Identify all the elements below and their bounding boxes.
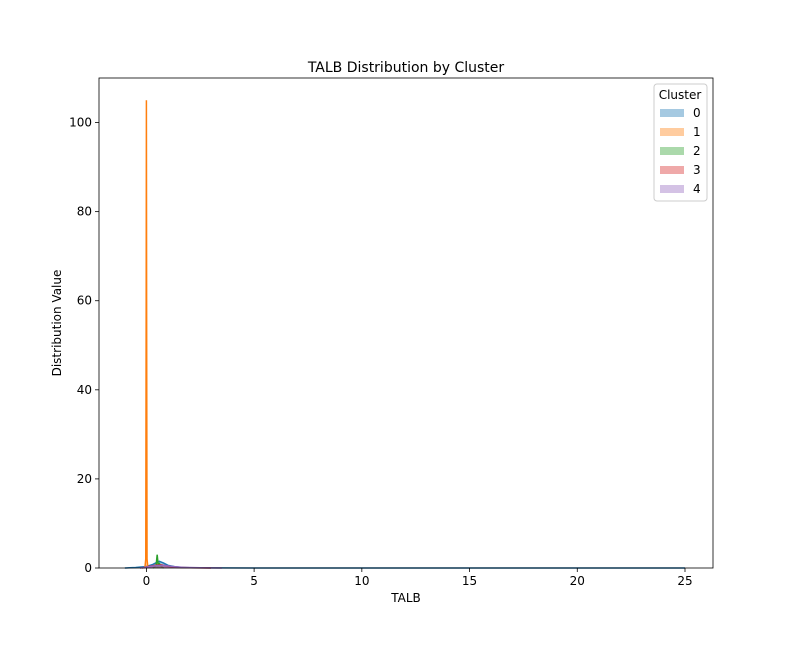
y-axis-label: Distribution Value — [50, 270, 64, 377]
x-tick-label: 20 — [570, 574, 585, 588]
legend-swatch — [660, 166, 684, 174]
x-tick-label: 25 — [677, 574, 692, 588]
series-1 — [144, 100, 149, 569]
series-1-line — [144, 100, 149, 569]
legend-item-0: 0 — [660, 106, 701, 120]
legend-label: 1 — [693, 125, 701, 139]
x-tick-label: 10 — [354, 574, 369, 588]
x-tick-label: 5 — [250, 574, 258, 588]
plot-area — [98, 77, 714, 569]
plot-background — [99, 78, 713, 568]
x-axis-ticks: 0 5 10 15 20 25 — [143, 568, 693, 588]
legend-swatch — [660, 128, 684, 136]
legend-frame — [653, 83, 708, 202]
legend-item-3: 3 — [660, 163, 701, 177]
legend-label: 4 — [693, 182, 701, 196]
x-axis-label: TALB — [390, 591, 421, 605]
legend-label: 2 — [693, 144, 701, 158]
y-axis-ticks: 0 20 40 60 80 100 — [69, 116, 99, 575]
legend-item-4: 4 — [660, 182, 701, 196]
y-tick-label: 100 — [69, 116, 92, 130]
x-tick-label: 0 — [143, 574, 151, 588]
y-tick-label: 80 — [77, 205, 92, 219]
legend-item-1: 1 — [660, 125, 701, 139]
legend-title: Cluster — [659, 88, 702, 102]
plot-frame — [98, 77, 714, 569]
y-tick-label: 20 — [77, 472, 92, 486]
legend: Cluster 0 1 2 3 4 — [653, 83, 708, 202]
legend-label: 0 — [693, 106, 701, 120]
chart-title: TALB Distribution by Cluster — [307, 60, 505, 76]
legend-items: 0 1 2 3 4 — [660, 106, 701, 196]
y-tick-label: 0 — [84, 561, 92, 575]
legend-label: 3 — [693, 163, 701, 177]
legend-item-2: 2 — [660, 144, 701, 158]
legend-swatch — [660, 147, 684, 155]
y-tick-label: 60 — [77, 294, 92, 308]
x-tick-label: 15 — [462, 574, 477, 588]
y-tick-label: 40 — [77, 383, 92, 397]
legend-swatch — [660, 109, 684, 117]
legend-swatch — [660, 185, 684, 193]
